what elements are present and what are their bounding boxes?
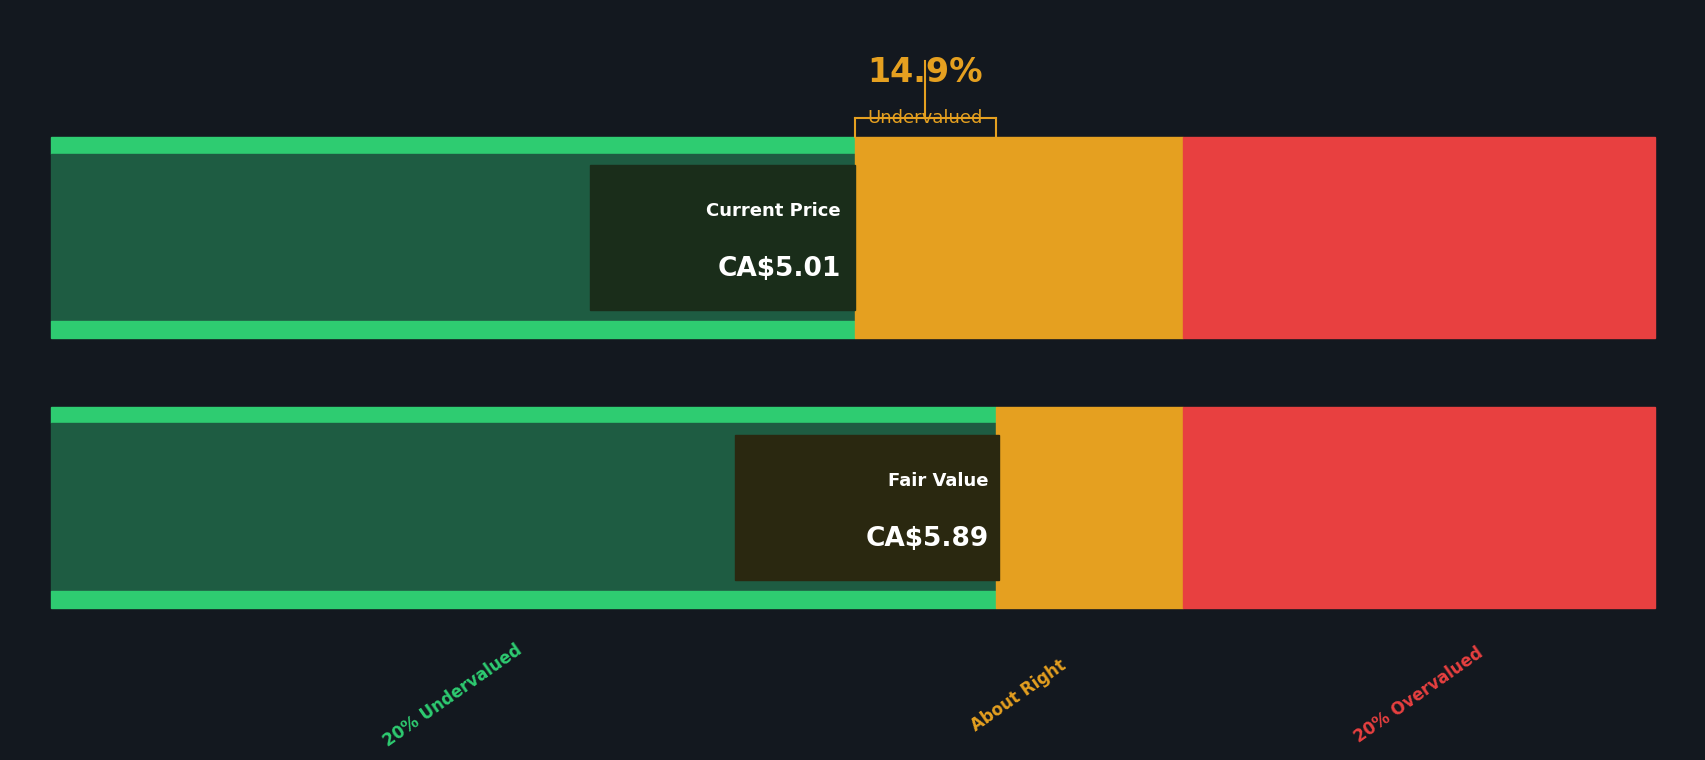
Bar — [51, 591, 996, 608]
Text: 20% Overvalued: 20% Overvalued — [1350, 644, 1487, 746]
Bar — [590, 165, 854, 310]
Bar — [51, 407, 996, 423]
Text: 14.9%: 14.9% — [866, 55, 982, 89]
Bar — [51, 423, 996, 591]
Text: Undervalued: Undervalued — [866, 109, 982, 127]
Text: CA$5.01: CA$5.01 — [718, 256, 841, 283]
Bar — [1183, 407, 1654, 608]
Bar — [51, 154, 854, 321]
Bar — [854, 137, 1183, 338]
Text: CA$5.89: CA$5.89 — [864, 526, 989, 553]
Text: Current Price: Current Price — [706, 202, 841, 220]
Bar — [996, 407, 1183, 608]
Bar — [51, 137, 854, 154]
Text: 20% Undervalued: 20% Undervalued — [380, 641, 525, 750]
Bar — [51, 321, 854, 338]
Text: Fair Value: Fair Value — [888, 472, 989, 490]
Text: About Right: About Right — [967, 656, 1069, 735]
Bar — [1183, 137, 1654, 338]
Bar — [735, 435, 999, 580]
